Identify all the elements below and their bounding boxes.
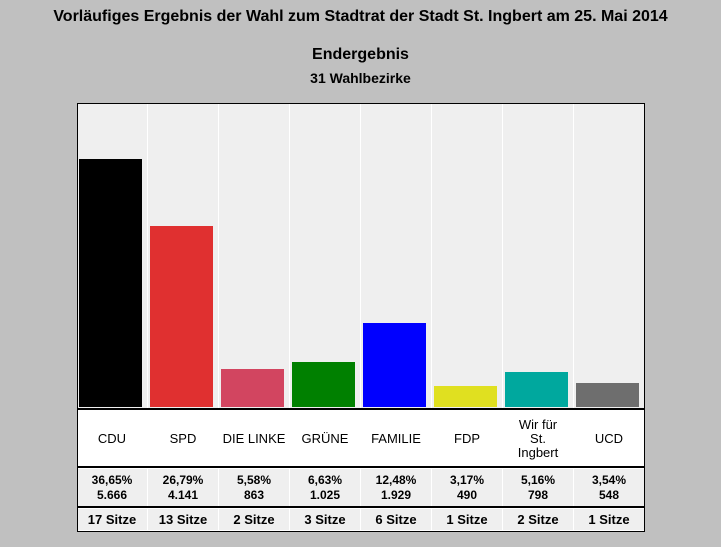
percent-label: 36,65%: [91, 473, 133, 487]
bar-area: [148, 103, 218, 409]
bar: [434, 386, 497, 407]
chart-subtitle: Endergebnis: [312, 46, 409, 63]
divider-bars-names: [77, 408, 645, 410]
seats-label: 3 Sitze: [290, 509, 360, 530]
party-name-text: Wir für St. Ingbert: [517, 417, 559, 460]
bar: [363, 323, 426, 407]
party-stats: 3,17% 490: [432, 469, 502, 507]
seats-label: 2 Sitze: [503, 509, 573, 530]
votes-label: 863: [243, 488, 265, 502]
votes-label: 1.929: [380, 488, 412, 502]
party-name-label: FAMILIE: [361, 411, 431, 467]
party-stats: 26,79% 4.141: [148, 469, 218, 507]
bar-area: [290, 103, 360, 409]
bar: [150, 226, 213, 407]
seats-label: 1 Sitze: [574, 509, 644, 530]
party-column: CDU 36,65% 5.666 17 Sitze: [77, 103, 147, 532]
party-stats: 3,54% 548: [574, 469, 644, 507]
party-column: Wir für St. Ingbert 5,16% 798 2 Sitze: [503, 103, 573, 532]
seats-label: 2 Sitze: [219, 509, 289, 530]
percent-label: 3,17%: [449, 473, 485, 487]
seats-label: 17 Sitze: [77, 509, 147, 530]
party-column: GRÜNE 6,63% 1.025 3 Sitze: [290, 103, 360, 532]
party-name-label: GRÜNE: [290, 411, 360, 467]
party-stats: 36,65% 5.666: [77, 469, 147, 507]
party-name-text: DIE LINKE: [222, 431, 286, 446]
party-name-text: SPD: [169, 431, 197, 446]
votes-label: 5.666: [96, 488, 128, 502]
party-name-label: SPD: [148, 411, 218, 467]
bar: [576, 383, 639, 407]
party-column: FAMILIE 12,48% 1.929 6 Sitze: [361, 103, 431, 532]
bar-area: [503, 103, 573, 409]
party-column: DIE LINKE 5,58% 863 2 Sitze: [219, 103, 289, 532]
party-column: UCD 3,54% 548 1 Sitze: [574, 103, 644, 532]
percent-label: 5,58%: [236, 473, 272, 487]
bar: [505, 372, 568, 407]
party-stats: 5,16% 798: [503, 469, 573, 507]
party-name-label: CDU: [77, 411, 147, 467]
bar-area: [361, 103, 431, 409]
percent-label: 12,48%: [375, 473, 417, 487]
election-results-chart: CDU 36,65% 5.666 17 Sitze SPD 26,79% 4.141 13 S…: [77, 103, 645, 532]
party-name-label: UCD: [574, 411, 644, 467]
party-column: SPD 26,79% 4.141 13 Sitze: [148, 103, 218, 532]
percent-label: 5,16%: [520, 473, 556, 487]
bar: [79, 159, 142, 407]
party-name-label: DIE LINKE: [219, 411, 289, 467]
divider-names-stats: [77, 466, 645, 468]
party-column: FDP 3,17% 490 1 Sitze: [432, 103, 502, 532]
party-name-text: UCD: [594, 431, 624, 446]
party-stats: 6,63% 1.025: [290, 469, 360, 507]
divider-stats-seats: [77, 506, 645, 508]
bar-area: [432, 103, 502, 409]
seats-label: 13 Sitze: [148, 509, 218, 530]
bar: [221, 369, 284, 407]
votes-label: 4.141: [167, 488, 199, 502]
percent-label: 26,79%: [162, 473, 204, 487]
percent-label: 6,63%: [307, 473, 343, 487]
party-name-text: FAMILIE: [371, 431, 421, 446]
chart-subtitle-districts: 31 Wahlbezirke: [310, 70, 411, 86]
percent-label: 3,54%: [591, 473, 627, 487]
bar-area: [219, 103, 289, 409]
chart-title: Vorläufiges Ergebnis der Wahl zum Stadtr…: [53, 8, 668, 25]
bar: [292, 362, 355, 407]
party-name-label: FDP: [432, 411, 502, 467]
party-name-text: GRÜNE: [301, 431, 349, 446]
party-name-text: FDP: [454, 431, 480, 446]
party-name-label: Wir für St. Ingbert: [503, 411, 573, 467]
party-name-text: CDU: [97, 431, 127, 446]
bar-area: [77, 103, 147, 409]
votes-label: 1.025: [309, 488, 341, 502]
bar-area: [574, 103, 644, 409]
seats-label: 1 Sitze: [432, 509, 502, 530]
votes-label: 490: [456, 488, 478, 502]
votes-label: 798: [527, 488, 549, 502]
votes-label: 548: [598, 488, 620, 502]
party-stats: 12,48% 1.929: [361, 469, 431, 507]
seats-label: 6 Sitze: [361, 509, 431, 530]
party-stats: 5,58% 863: [219, 469, 289, 507]
